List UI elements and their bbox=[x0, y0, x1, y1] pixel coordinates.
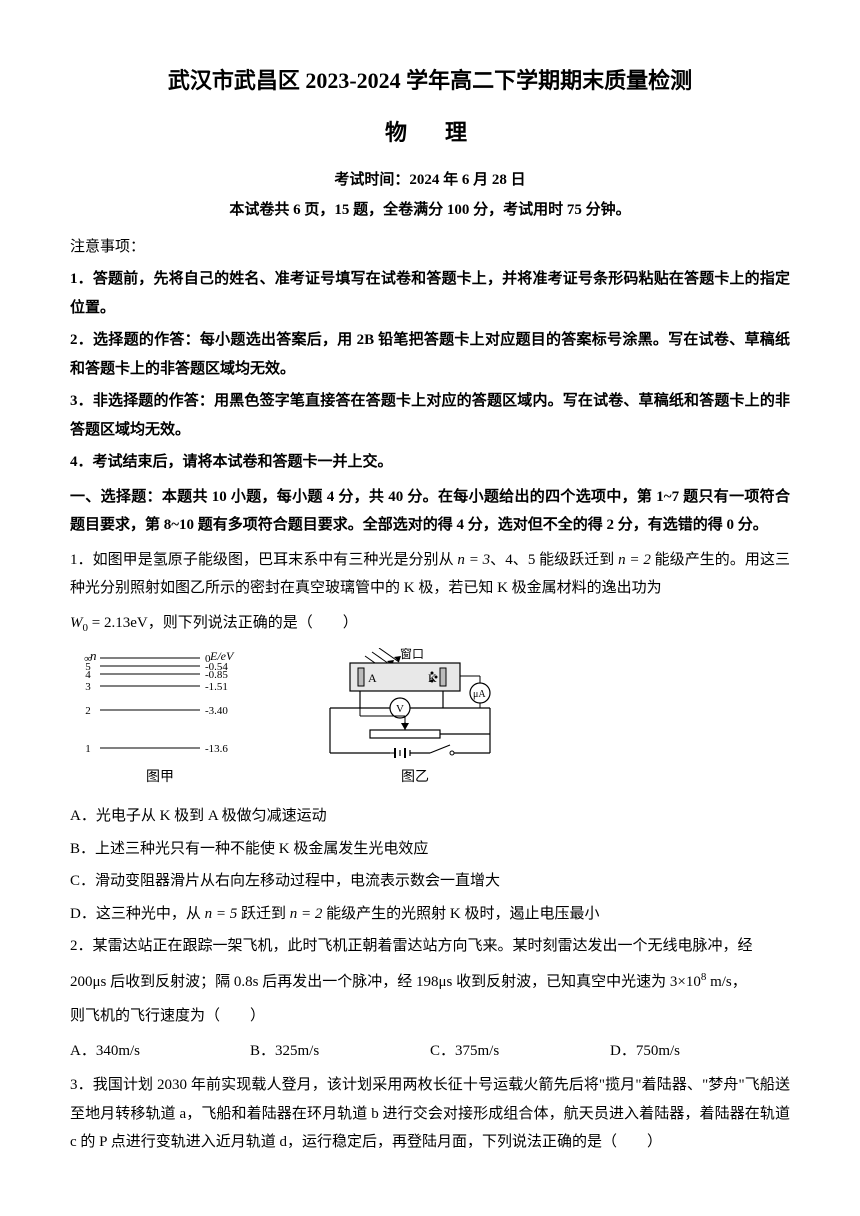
q1-figures: n E/eV ∞05-0.544-0.853-1.512-3.401-13.6 … bbox=[70, 648, 790, 792]
figure-yi: 窗口 A K μA V bbox=[310, 648, 520, 792]
svg-text:-0.85: -0.85 bbox=[205, 669, 228, 681]
q2-l2-pre: 200μs bbox=[70, 974, 110, 990]
svg-text:3: 3 bbox=[85, 681, 91, 693]
energy-level-diagram: n E/eV ∞05-0.544-0.853-1.512-3.401-13.6 bbox=[70, 648, 250, 763]
q1-n2: n = 2 bbox=[618, 552, 651, 568]
notice-4: 4．考试结束后，请将本试卷和答题卡一并上交。 bbox=[70, 448, 790, 477]
q1-W-val: = 2.13eV bbox=[88, 615, 148, 631]
notice-2: 2．选择题的作答：每小题选出答案后，用 2B 铅笔把答题卡上对应题目的答案标号涂… bbox=[70, 326, 790, 383]
notice-1: 1．答题前，先将自己的姓名、准考证号填写在试卷和答题卡上，并将准考证号条形码粘贴… bbox=[70, 265, 790, 322]
q1-option-b: B．上述三种光只有一种不能使 K 极金属发生光电效应 bbox=[70, 835, 790, 864]
microamp-label: μA bbox=[473, 689, 486, 700]
q2-option-d: D．750m/s bbox=[610, 1037, 790, 1066]
q2-option-c: C．375m/s bbox=[430, 1037, 610, 1066]
q1-option-d: D．这三种光中，从 n = 5 跃迁到 n = 2 能级产生的光照射 K 极时，… bbox=[70, 900, 790, 929]
svg-text:-3.40: -3.40 bbox=[205, 705, 228, 717]
exam-info: 本试卷共 6 页，15 题，全卷满分 100 分，考试用时 75 分钟。 bbox=[70, 196, 790, 225]
q1-text-1: 1．如图甲是氢原子能级图，巴耳末系中有三种光是分别从 bbox=[70, 552, 457, 568]
svg-text:-13.6: -13.6 bbox=[205, 743, 228, 755]
q1-formula-tail: ，则下列说法正确的是（ ） bbox=[148, 615, 358, 631]
section-1-header: 一、选择题：本题共 10 小题，每小题 4 分，共 40 分。在每小题给出的四个… bbox=[70, 483, 790, 540]
svg-text:1: 1 bbox=[85, 743, 91, 755]
q1-option-c: C．滑动变阻器滑片从右向左移动过程中，电流表示数会一直增大 bbox=[70, 867, 790, 896]
subject-title: 物 理 bbox=[70, 112, 790, 154]
svg-text:2: 2 bbox=[85, 705, 91, 717]
q2-option-b: B．325m/s bbox=[250, 1037, 430, 1066]
q2-options: A．340m/s B．325m/s C．375m/s D．750m/s bbox=[70, 1037, 790, 1066]
exam-date: 考试时间：2024 年 6 月 28 日 bbox=[70, 166, 790, 195]
q1d-n2: n = 2 bbox=[290, 906, 323, 922]
figure-jia: n E/eV ∞05-0.544-0.853-1.512-3.401-13.6 … bbox=[70, 648, 250, 792]
q1d-n5: n = 5 bbox=[205, 906, 238, 922]
svg-text:4: 4 bbox=[85, 669, 91, 681]
svg-text:-1.51: -1.51 bbox=[205, 681, 228, 693]
question-2-line2: 200μs 后收到反射波；隔 0.8s 后再发出一个脉冲，经 198μs 收到反… bbox=[70, 967, 790, 997]
notice-label: 注意事项： bbox=[70, 233, 790, 262]
fig1-label: 图甲 bbox=[70, 765, 250, 792]
q1-text-1b: 、4、5 能级跃迁到 bbox=[490, 552, 618, 568]
question-2-line3: 则飞机的飞行速度为（ ） bbox=[70, 1002, 790, 1031]
question-1-stem: 1．如图甲是氢原子能级图，巴耳末系中有三种光是分别从 n = 3、4、5 能级跃… bbox=[70, 546, 790, 603]
voltmeter-label: V bbox=[396, 703, 404, 715]
fig2-label: 图乙 bbox=[310, 765, 520, 792]
notice-3: 3．非选择题的作答：用黑色签字笔直接答在答题卡上对应的答题区域内。写在试卷、草稿… bbox=[70, 387, 790, 444]
question-3: 3．我国计划 2030 年前实现载人登月，该计划采用两枚长征十号运载火箭先后将"… bbox=[70, 1071, 790, 1157]
q1-W: W bbox=[70, 615, 83, 631]
q1-formula-line: W0 = 2.13eV，则下列说法正确的是（ ） bbox=[70, 609, 790, 639]
exam-title: 武汉市武昌区 2023-2024 学年高二下学期期末质量检测 bbox=[70, 60, 790, 102]
q2-l2-mid: 后收到反射波；隔 0.8s 后再发出一个脉冲，经 198μs 收到反射波，已知真… bbox=[110, 974, 701, 990]
q1d-pre: D．这三种光中，从 bbox=[70, 906, 205, 922]
q2-l2-post: m/s， bbox=[706, 974, 746, 990]
A-label: A bbox=[368, 671, 377, 685]
window-label: 窗口 bbox=[400, 648, 424, 661]
q2-option-a: A．340m/s bbox=[70, 1037, 250, 1066]
question-2-line1: 2．某雷达站正在跟踪一架飞机，此时飞机正朝着雷达站方向飞来。某时刻雷达发出一个无… bbox=[70, 932, 790, 961]
q1-n3: n = 3 bbox=[457, 552, 490, 568]
circuit-diagram: 窗口 A K μA V bbox=[310, 648, 520, 763]
q1d-mid: 跃迁到 bbox=[237, 906, 290, 922]
q1d-post: 能级产生的光照射 K 极时，遏止电压最小 bbox=[322, 906, 599, 922]
q1-option-a: A．光电子从 K 极到 A 极做匀减速运动 bbox=[70, 802, 790, 831]
